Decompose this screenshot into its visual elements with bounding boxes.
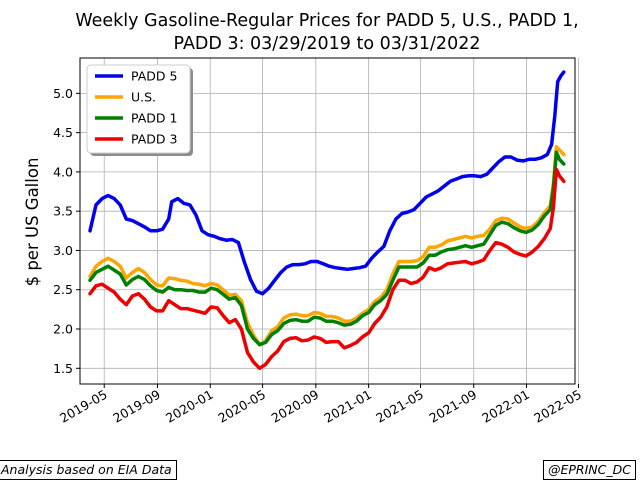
chart-title-line-1: Weekly Gasoline-Regular Prices for PADD … xyxy=(75,11,578,31)
y-axis-ticks: 1.5 2.0 2.5 3.0 3.5 4.0 4.5 5.0 xyxy=(53,86,80,376)
series-line-padd-1 xyxy=(88,150,566,347)
y-tick-label: 3.5 xyxy=(53,204,73,219)
legend-label-padd-1: PADD 1 xyxy=(131,111,177,126)
y-tick-label: 3.0 xyxy=(53,243,73,258)
legend-label-padd-5: PADD 5 xyxy=(131,69,177,84)
x-tick-label: 2022-01 xyxy=(479,387,532,426)
series-line-padd-5 xyxy=(88,70,566,296)
legend: PADD 5 U.S. PADD 1 PADD 3 xyxy=(86,64,193,156)
legend-label-u-s-: U.S. xyxy=(131,90,156,105)
series-lines xyxy=(88,70,566,371)
y-tick-label: 5.0 xyxy=(53,86,73,101)
y-tick-label: 4.5 xyxy=(53,125,73,140)
x-tick-label: 2020-09 xyxy=(269,387,322,426)
grid-lines xyxy=(80,58,579,384)
legend-box xyxy=(86,64,191,154)
series-line-u-s- xyxy=(88,145,566,347)
x-tick-label: 2022-05 xyxy=(531,387,584,426)
y-tick-label: 2.5 xyxy=(53,282,73,297)
y-tick-label: 1.5 xyxy=(53,361,73,376)
plot-area-frame xyxy=(79,57,576,385)
x-tick-label: 2020-05 xyxy=(215,387,268,426)
y-tick-label: 2.0 xyxy=(53,322,73,337)
y-axis-label: $ per US Gallon xyxy=(23,158,42,287)
x-axis-ticks: 2019-05 2019-09 2020-01 2020-05 2020-09 2021-… xyxy=(57,384,584,426)
x-tick-label: 2020-01 xyxy=(163,387,216,426)
x-tick-label: 2021-09 xyxy=(427,387,480,426)
x-tick-label: 2021-01 xyxy=(321,387,374,426)
legend-label-padd-3: PADD 3 xyxy=(131,132,177,147)
data-source-note: Analysis based on EIA Data xyxy=(0,460,177,480)
chart-title-line-2: PADD 3: 03/29/2019 to 03/31/2022 xyxy=(174,34,481,54)
x-tick-label: 2019-09 xyxy=(110,387,163,426)
y-tick-label: 4.0 xyxy=(53,164,73,179)
x-tick-label: 2021-05 xyxy=(373,387,426,426)
x-tick-label: 2019-05 xyxy=(57,387,110,426)
series-line-padd-3 xyxy=(88,167,566,371)
attribution-handle: @EPRINC_DC xyxy=(543,460,636,480)
